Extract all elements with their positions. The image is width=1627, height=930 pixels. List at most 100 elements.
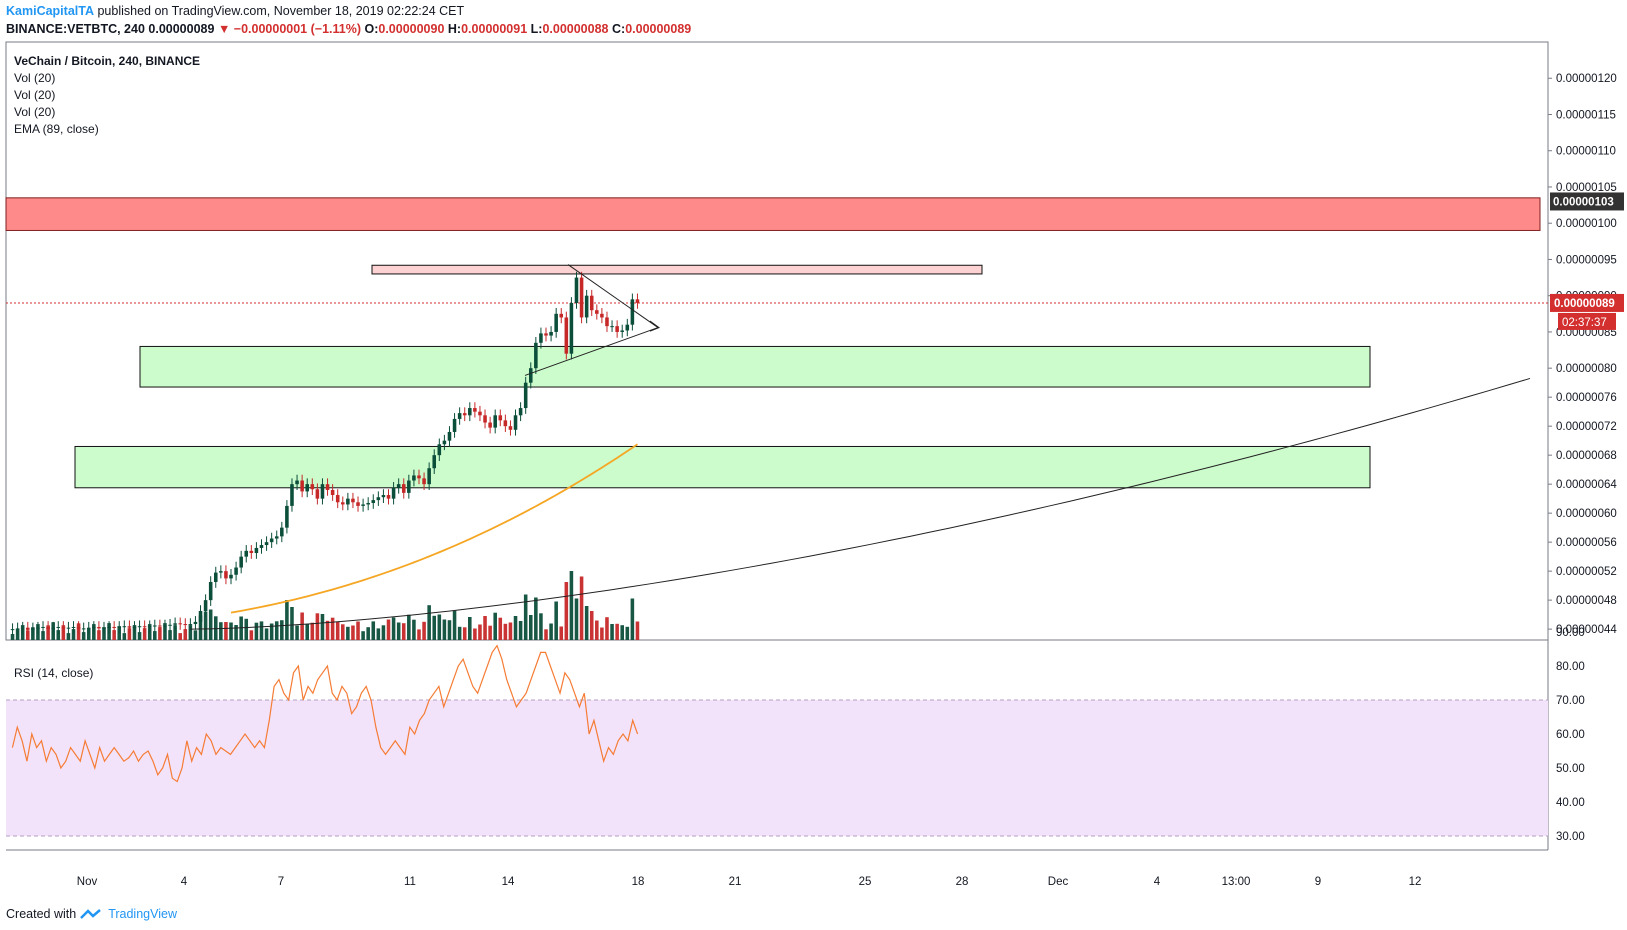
volume-bar (447, 620, 452, 640)
candle-body (178, 623, 182, 625)
volume-bar (325, 620, 330, 640)
candle-body (295, 480, 299, 485)
candle-body (518, 408, 523, 416)
volume-bar (564, 582, 569, 640)
volume-bar (569, 571, 574, 640)
volume-bar (462, 627, 467, 640)
candle-body (158, 625, 162, 627)
time-tick-label: 21 (729, 876, 742, 888)
candle-body (234, 567, 238, 575)
candle-body (584, 295, 589, 318)
volume-bar (41, 631, 45, 640)
volume-bar (56, 630, 61, 640)
candle-body (493, 415, 497, 428)
candle-body (457, 413, 462, 419)
volume-bar (523, 594, 528, 640)
volume-bar (76, 623, 81, 640)
volume-bar (280, 620, 284, 640)
candle-body (366, 503, 370, 505)
volume-bar (183, 629, 188, 640)
volume-bar (86, 628, 91, 640)
candle-body (173, 623, 177, 625)
volume-bar (508, 622, 513, 640)
candle-body (56, 626, 61, 628)
candle-body (290, 484, 294, 506)
candle-body (386, 495, 391, 499)
candle-body (15, 628, 20, 630)
ema-line (230, 443, 638, 614)
tradingview-brand[interactable]: TradingView (108, 907, 177, 921)
volume-bar (534, 597, 538, 640)
publish-info: KamiCapitalTA published on TradingView.c… (6, 4, 464, 18)
candle-body (112, 626, 116, 628)
volume-study-label[interactable]: Vol (20) (14, 105, 56, 119)
volume-bar (173, 625, 177, 640)
created-with-text: Created with (6, 907, 77, 921)
rsi-tick-label: 50.00 (1556, 763, 1585, 775)
candle-body (589, 295, 594, 311)
volume-bar (595, 620, 599, 640)
volume-bar (422, 621, 426, 640)
volume-bar (249, 630, 254, 640)
low-label: L: (530, 22, 543, 36)
volume-bar (81, 632, 86, 640)
candle-body (264, 542, 269, 546)
volume-bar (386, 619, 391, 640)
rsi-tick-label: 60.00 (1556, 729, 1585, 741)
rsi-tick-label: 90.00 (1556, 627, 1585, 639)
price-tick-label: 0.00000110 (1556, 146, 1616, 158)
rsi-tick-label: 40.00 (1556, 797, 1585, 809)
volume-bar (630, 598, 635, 640)
candle-body (417, 475, 421, 479)
volume-bar (259, 621, 264, 640)
candle-body (447, 431, 452, 441)
author-link[interactable]: KamiCapitalTA (6, 4, 94, 18)
volume-bar (468, 617, 472, 640)
volume-bar (478, 624, 482, 640)
volume-bar (163, 623, 167, 640)
volume-bar (589, 611, 594, 640)
volume-bar (310, 622, 315, 640)
high-value: 0.00000091 (461, 22, 528, 36)
candle-body (71, 626, 76, 628)
time-tick-label: 11 (404, 876, 416, 888)
volume-bar (493, 612, 497, 640)
rsi-band (6, 700, 1548, 836)
candle-body (193, 621, 198, 625)
volume-bar (346, 626, 350, 640)
resistance-price-badge (1550, 192, 1624, 211)
volume-bar (376, 628, 381, 640)
candle-body (26, 627, 30, 630)
volume-bar (473, 628, 477, 640)
volume-bar (20, 625, 25, 640)
time-tick-label: Nov (77, 876, 98, 888)
volume-study-label[interactable]: Vol (20) (14, 88, 56, 102)
candle-body (142, 626, 147, 628)
volume-bar (584, 606, 589, 640)
candle-body (325, 484, 330, 490)
volume-bar (579, 576, 584, 640)
low-value: 0.00000088 (542, 22, 609, 36)
candle-body (280, 527, 284, 537)
volume-bar (178, 633, 182, 640)
candle-body (600, 313, 604, 318)
time-tick-label: 9 (1315, 876, 1321, 888)
ema-study-label[interactable]: EMA (89, close) (14, 122, 99, 136)
candle-body (315, 489, 320, 499)
support-zone (139, 345, 1371, 388)
volume-study-label[interactable]: Vol (20) (14, 71, 56, 85)
rsi-study-label[interactable]: RSI (14, close) (14, 666, 94, 680)
candle-body (391, 487, 396, 499)
candle-body (595, 310, 599, 314)
candle-body (254, 547, 259, 554)
candle-body (208, 582, 213, 601)
rsi-tick-label: 30.00 (1556, 831, 1585, 843)
volume-bar (605, 617, 609, 640)
trendline (189, 377, 1531, 630)
candle-body (513, 415, 518, 430)
price-tick-label: 0.00000120 (1556, 73, 1617, 85)
resistance-zone (371, 264, 983, 275)
candle-body (468, 408, 472, 416)
volume-bar (137, 632, 142, 640)
